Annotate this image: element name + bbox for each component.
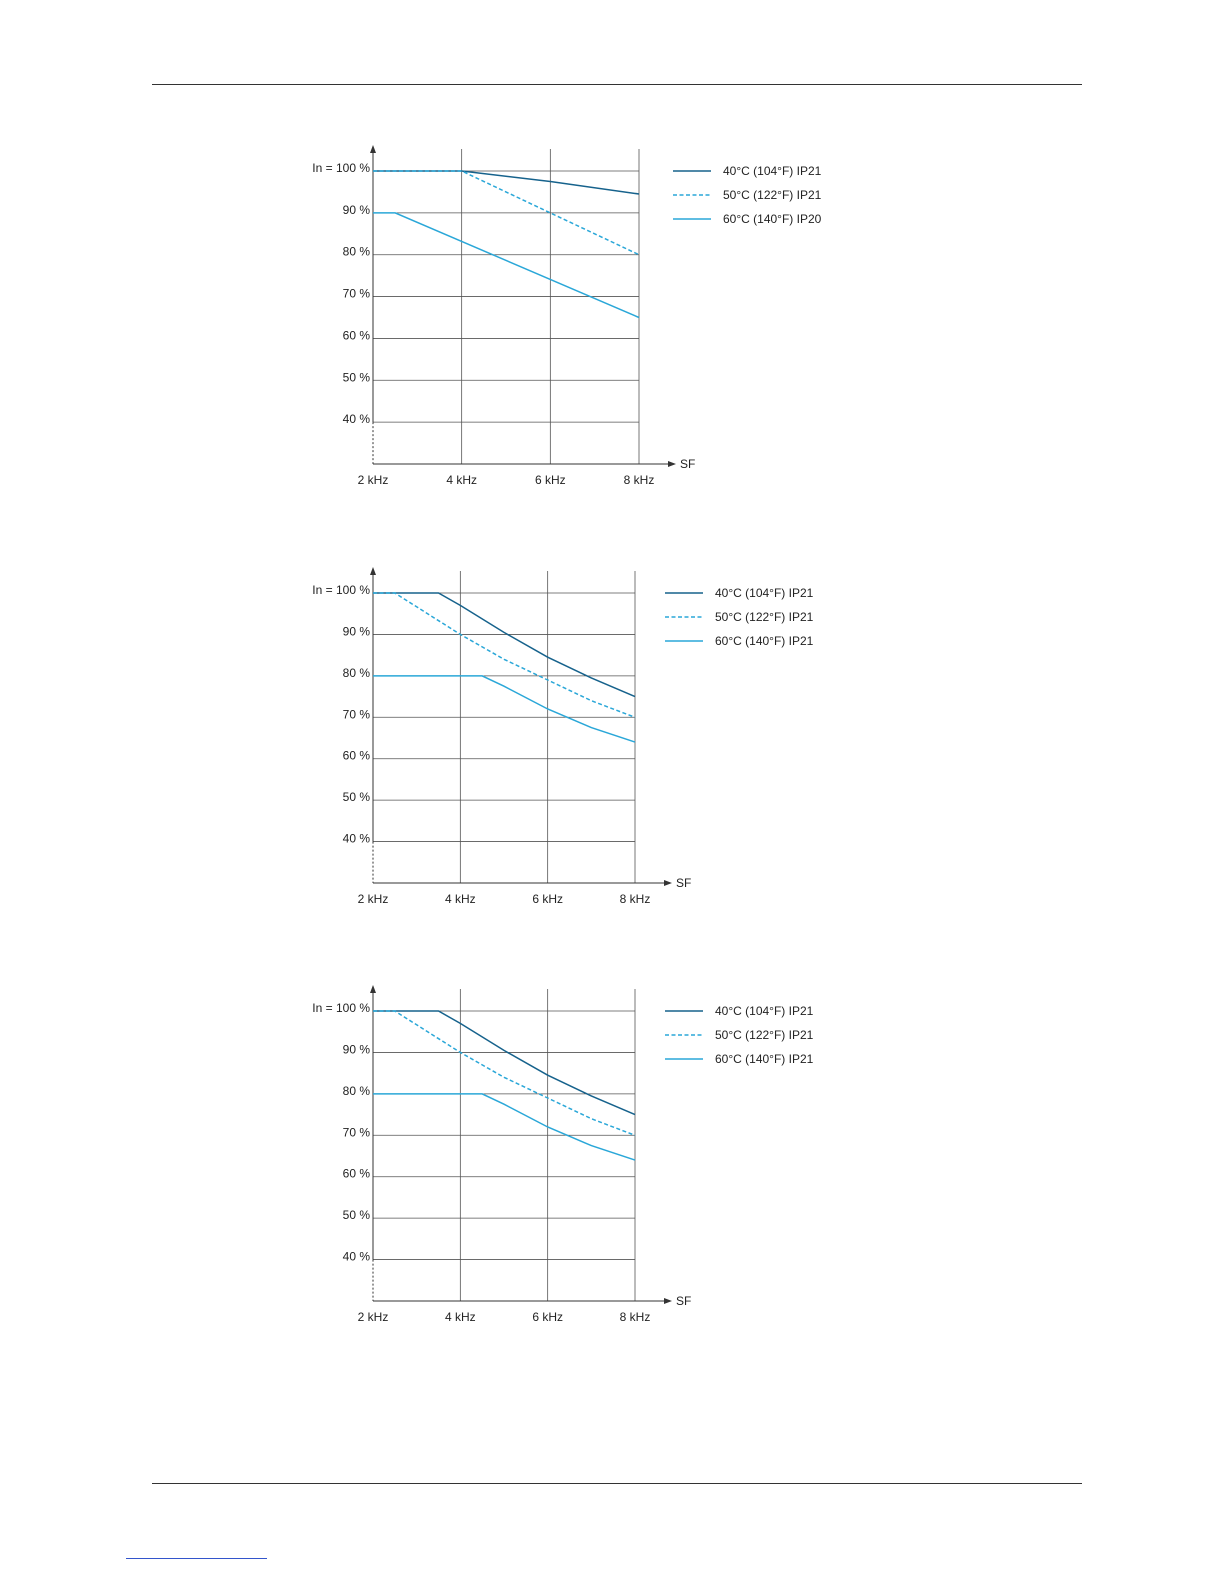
series-line-1 — [373, 170, 640, 195]
series-line-3 — [373, 212, 640, 319]
derating-chart-2: SF In = 100 % 90 % 80 % 70 % 60 % 50 % 40 % 2 kH… — [300, 563, 840, 923]
legend-label: 50°C (122°F) IP21 — [723, 188, 822, 202]
y-tick-label: 90 % — [343, 624, 371, 638]
y-tick-label: In = 100 % — [312, 1001, 370, 1015]
x-axis-label: SF — [676, 876, 691, 890]
y-tick-label: 40 % — [343, 412, 371, 426]
series-line-1 — [373, 592, 636, 698]
legend-label: 50°C (122°F) IP21 — [715, 610, 814, 624]
y-tick-label: 60 % — [343, 749, 371, 763]
series-line-3 — [373, 1093, 636, 1161]
x-tick-label: 6 kHz — [532, 892, 563, 906]
derating-chart-2-svg: SF In = 100 % 90 % 80 % 70 % 60 % 50 % 40 % 2 kH… — [312, 567, 814, 906]
x-tick-label: 4 kHz — [445, 1310, 476, 1324]
x-axis-label: SF — [680, 457, 695, 471]
derating-chart-1-svg: SF In = 100 % 90 % 80 % 70 % 60 % 50 % 40 % 2 kH… — [312, 145, 822, 487]
legend-label: 50°C (122°F) IP21 — [715, 1028, 814, 1042]
footer-link-underline[interactable] — [126, 1558, 267, 1559]
x-tick-label: 6 kHz — [535, 473, 566, 487]
legend-label: 40°C (104°F) IP21 — [715, 1004, 814, 1018]
derating-chart-1: SF In = 100 % 90 % 80 % 70 % 60 % 50 % 40 % 2 kH… — [300, 140, 840, 500]
y-axis-arrow — [370, 985, 376, 993]
y-tick-label: 80 % — [343, 245, 371, 259]
y-tick-label: 60 % — [343, 328, 371, 342]
footer-rule — [152, 1483, 1082, 1484]
y-tick-label: 70 % — [343, 707, 371, 721]
y-tick-label: 80 % — [343, 666, 371, 680]
x-tick-label: 4 kHz — [445, 892, 476, 906]
y-tick-label: 40 % — [343, 832, 371, 846]
y-tick-label: In = 100 % — [312, 161, 370, 175]
x-tick-label: 4 kHz — [446, 473, 477, 487]
series-line-1 — [373, 1010, 636, 1116]
series-line-2 — [373, 592, 636, 719]
x-tick-label: 2 kHz — [358, 473, 389, 487]
y-tick-label: 50 % — [343, 370, 371, 384]
y-tick-label: 80 % — [343, 1084, 371, 1098]
legend-label: 60°C (140°F) IP20 — [723, 212, 822, 226]
derating-chart-3-svg: SF In = 100 % 90 % 80 % 70 % 60 % 50 % 40 % 2 kH… — [312, 985, 814, 1324]
x-tick-label: 2 kHz — [358, 1310, 389, 1324]
y-axis-arrow — [370, 145, 376, 153]
legend-label: 40°C (104°F) IP21 — [715, 586, 814, 600]
x-axis-arrow — [668, 461, 676, 467]
x-axis-label: SF — [676, 1294, 691, 1308]
series-line-2 — [373, 1010, 636, 1137]
y-tick-label: 90 % — [343, 1042, 371, 1056]
y-tick-label: 40 % — [343, 1250, 371, 1264]
y-tick-label: 70 % — [343, 1125, 371, 1139]
y-tick-label: 50 % — [343, 790, 371, 804]
x-axis-arrow — [664, 880, 672, 886]
series-line-3 — [373, 675, 636, 743]
header-rule — [152, 84, 1082, 85]
y-tick-label: 60 % — [343, 1167, 371, 1181]
legend-label: 60°C (140°F) IP21 — [715, 634, 814, 648]
series-line-2 — [373, 170, 640, 256]
legend-label: 60°C (140°F) IP21 — [715, 1052, 814, 1066]
x-tick-label: 8 kHz — [620, 1310, 651, 1324]
y-tick-label: 50 % — [343, 1208, 371, 1222]
y-tick-label: 70 % — [343, 287, 371, 301]
x-tick-label: 6 kHz — [532, 1310, 563, 1324]
x-tick-label: 8 kHz — [624, 473, 655, 487]
legend-label: 40°C (104°F) IP21 — [723, 164, 822, 178]
y-tick-label: In = 100 % — [312, 583, 370, 597]
y-tick-label: 90 % — [343, 203, 371, 217]
derating-chart-3: SF In = 100 % 90 % 80 % 70 % 60 % 50 % 40 % 2 kH… — [300, 981, 840, 1341]
x-axis-arrow — [664, 1298, 672, 1304]
x-tick-label: 8 kHz — [620, 892, 651, 906]
y-axis-arrow — [370, 567, 376, 575]
x-tick-label: 2 kHz — [358, 892, 389, 906]
